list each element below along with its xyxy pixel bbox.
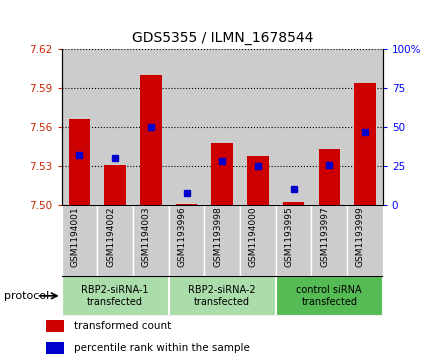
Bar bbox=[276, 276, 383, 316]
Text: control siRNA
transfected: control siRNA transfected bbox=[297, 285, 362, 307]
Text: percentile rank within the sample: percentile rank within the sample bbox=[74, 343, 250, 353]
Bar bbox=[283, 203, 304, 205]
Text: GSM1194000: GSM1194000 bbox=[249, 207, 258, 267]
Bar bbox=[204, 205, 240, 276]
Bar bbox=[47, 320, 64, 333]
Bar bbox=[312, 205, 347, 276]
Bar bbox=[276, 205, 312, 276]
Bar bbox=[169, 205, 204, 276]
Bar bbox=[212, 143, 233, 205]
Bar bbox=[354, 83, 376, 205]
Bar bbox=[240, 49, 276, 205]
Bar bbox=[312, 49, 347, 205]
Bar bbox=[62, 276, 169, 316]
Bar bbox=[104, 165, 126, 205]
Bar bbox=[319, 149, 340, 205]
Text: GSM1193995: GSM1193995 bbox=[285, 207, 293, 267]
Bar bbox=[133, 49, 169, 205]
Bar bbox=[347, 205, 383, 276]
Bar bbox=[69, 119, 90, 205]
Bar bbox=[204, 49, 240, 205]
Text: GSM1193996: GSM1193996 bbox=[177, 207, 187, 267]
Text: RBP2-siRNA-2
transfected: RBP2-siRNA-2 transfected bbox=[188, 285, 256, 307]
Bar bbox=[62, 205, 97, 276]
Bar bbox=[140, 75, 161, 205]
Bar bbox=[62, 49, 97, 205]
Bar bbox=[247, 156, 268, 205]
Bar bbox=[169, 49, 204, 205]
Text: GSM1193998: GSM1193998 bbox=[213, 207, 222, 267]
Bar bbox=[169, 276, 276, 316]
Bar bbox=[276, 49, 312, 205]
Bar bbox=[347, 49, 383, 205]
Text: transformed count: transformed count bbox=[74, 321, 171, 331]
Text: protocol: protocol bbox=[4, 291, 50, 301]
Text: GSM1194002: GSM1194002 bbox=[106, 207, 115, 267]
Bar bbox=[176, 204, 197, 205]
Text: GSM1194003: GSM1194003 bbox=[142, 207, 151, 267]
Bar bbox=[133, 205, 169, 276]
Text: GSM1194001: GSM1194001 bbox=[70, 207, 80, 267]
Text: GSM1193999: GSM1193999 bbox=[356, 207, 365, 267]
Bar bbox=[97, 205, 133, 276]
Bar bbox=[240, 205, 276, 276]
Text: RBP2-siRNA-1
transfected: RBP2-siRNA-1 transfected bbox=[81, 285, 149, 307]
Bar bbox=[97, 49, 133, 205]
Bar bbox=[47, 342, 64, 354]
Text: GSM1193997: GSM1193997 bbox=[320, 207, 329, 267]
Title: GDS5355 / ILMN_1678544: GDS5355 / ILMN_1678544 bbox=[132, 31, 313, 45]
